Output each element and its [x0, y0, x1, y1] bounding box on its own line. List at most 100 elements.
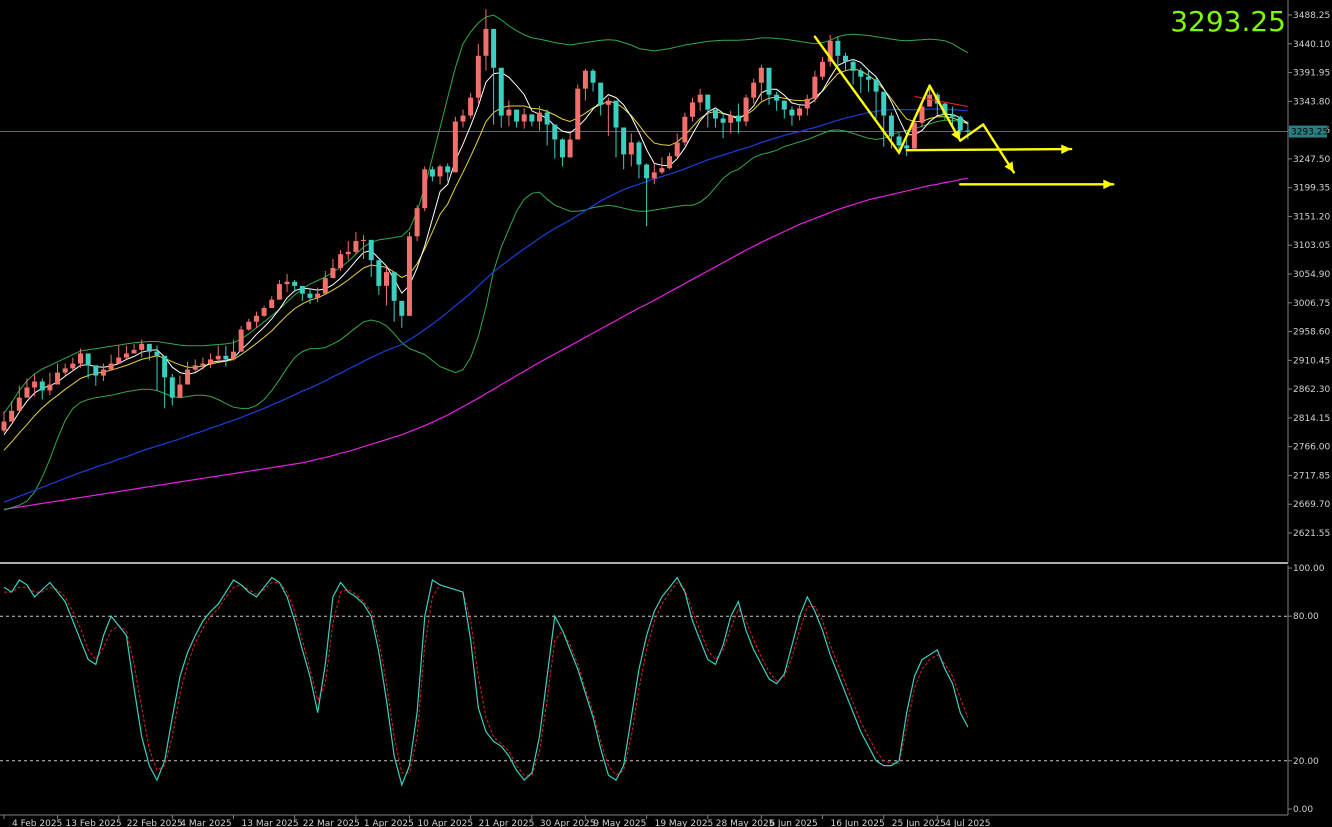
- candle-body: [468, 97, 474, 116]
- stochastic-axis[interactable]: 100.00 80.00 20.00 0.00: [1287, 564, 1325, 815]
- main-price-pane[interactable]: [0, 9, 1288, 511]
- candle-body: [598, 82, 604, 105]
- time-tick-label: 16 Jun 2025: [831, 819, 885, 827]
- candle-body: [850, 61, 856, 71]
- price-tick-label: 3343.80: [1293, 97, 1330, 107]
- candle-body: [735, 115, 741, 122]
- candle-body: [781, 100, 787, 110]
- time-tick-label: 1 Apr 2025: [364, 819, 414, 827]
- zigzag-arrowhead: [951, 129, 961, 141]
- candle-body: [223, 355, 229, 360]
- candle-body: [927, 94, 933, 107]
- candle-body: [108, 363, 114, 370]
- candle-body: [651, 172, 657, 179]
- candle-body: [253, 315, 259, 322]
- time-tick-label: 22 Feb 2025: [127, 819, 183, 827]
- candle-body: [774, 94, 780, 101]
- candle-body: [24, 387, 30, 398]
- time-tick-label: 10 Apr 2025: [417, 819, 473, 827]
- candle-body: [475, 55, 481, 98]
- candle-body: [544, 112, 550, 125]
- price-tick-label: 3151.20: [1293, 212, 1330, 222]
- candle-body: [39, 381, 45, 391]
- final-down-arrowhead: [1004, 161, 1014, 173]
- stoch-main-line: [3, 576, 969, 787]
- time-tick-label: 4 Jul 2025: [945, 819, 990, 827]
- candle-body: [789, 109, 795, 116]
- candle-body: [506, 109, 512, 116]
- candle-body: [797, 108, 803, 116]
- time-tick-label: 28 May 2025: [716, 819, 775, 827]
- candle-body: [697, 94, 703, 103]
- time-tick-label: 9 May 2025: [593, 819, 646, 827]
- candle-body: [682, 116, 688, 143]
- current-price-tag: [1289, 125, 1327, 138]
- candle-body: [292, 281, 298, 286]
- price-axis[interactable]: 3488.253440.103391.953343.803295.653247.…: [1287, 0, 1330, 563]
- candle-body: [919, 106, 925, 123]
- candle-body: [728, 115, 734, 123]
- candle-body: [659, 168, 665, 173]
- candle-body: [881, 91, 887, 116]
- zigzag-down-leg: [813, 35, 901, 154]
- candle-body: [965, 130, 971, 132]
- candle-body: [315, 293, 321, 298]
- candle-body: [483, 28, 489, 56]
- price-tick-label: 3440.10: [1293, 40, 1330, 50]
- price-tick-label: 2621.55: [1293, 529, 1330, 539]
- zigzag-up-small: [959, 123, 985, 142]
- candle-body: [200, 363, 206, 366]
- candle-body: [690, 102, 695, 117]
- price-tick-label: 3391.95: [1293, 69, 1330, 79]
- candle-body: [85, 353, 91, 366]
- candle-body: [712, 109, 718, 119]
- candle-body: [888, 115, 894, 137]
- time-tick-label: 25 Jun 2025: [892, 819, 946, 827]
- candle-body: [942, 103, 948, 115]
- candle-body: [827, 40, 833, 62]
- candle-body: [93, 365, 99, 376]
- candle-body: [865, 76, 871, 80]
- candle-body: [498, 67, 504, 116]
- price-tick-label: 2766.00: [1293, 443, 1330, 453]
- stoch-signal-line: [4, 581, 969, 776]
- candle-body: [146, 343, 152, 352]
- candle-body: [812, 76, 818, 99]
- candle-body: [55, 372, 61, 385]
- stoch-tick-label: 20.00: [1293, 757, 1319, 767]
- candle-body: [858, 70, 864, 77]
- price-tick-label: 3006.75: [1293, 299, 1330, 309]
- candle-body: [414, 208, 420, 237]
- time-tick-label: 13 Feb 2025: [66, 819, 122, 827]
- candle-body: [361, 239, 367, 242]
- candle-body: [491, 28, 497, 68]
- candle-body: [873, 79, 879, 92]
- candle-body: [192, 365, 198, 370]
- candle-body: [804, 98, 810, 109]
- candle-body: [613, 100, 619, 128]
- support-arrow-line: [905, 147, 1073, 152]
- stochastic-pane[interactable]: [0, 576, 1288, 787]
- candle-body: [445, 166, 451, 173]
- time-tick-label: 6 Jun 2025: [769, 819, 817, 827]
- zigzag-up-leg: [897, 84, 931, 154]
- candle-body: [116, 357, 122, 364]
- candle-body: [276, 284, 282, 300]
- candle-body: [422, 169, 428, 209]
- candle-body: [1, 421, 7, 431]
- candle-body: [231, 351, 236, 360]
- candle-body: [460, 115, 466, 122]
- candle-body: [154, 351, 160, 356]
- candle-body: [766, 67, 772, 95]
- drawn-annotations[interactable]: [813, 35, 1115, 190]
- candle-body: [590, 70, 596, 83]
- price-tick-label: 3103.05: [1293, 241, 1330, 251]
- candle-body: [674, 142, 680, 157]
- ma-200-line: [3, 177, 968, 510]
- candle-body: [521, 114, 527, 122]
- candle-body: [16, 397, 22, 411]
- time-tick-label: 21 Apr 2025: [479, 819, 535, 827]
- ma-50-line: [3, 108, 968, 503]
